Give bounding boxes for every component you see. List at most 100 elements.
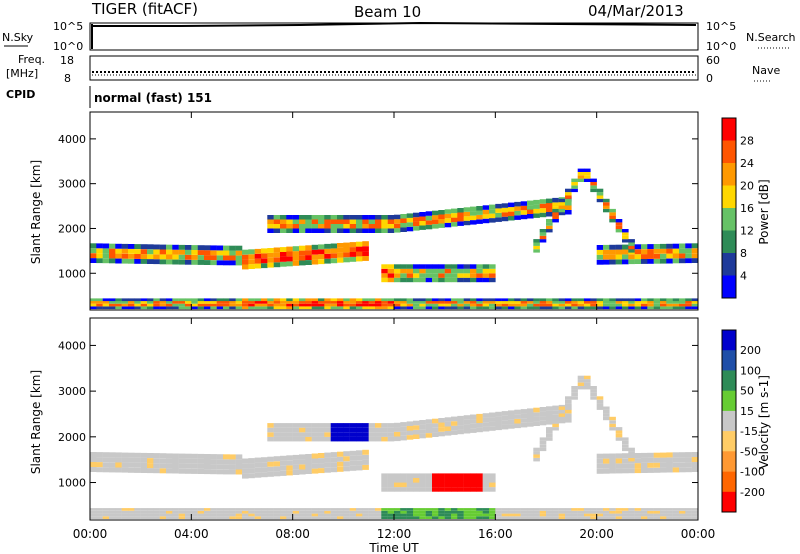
- velocity-cell-378: [343, 510, 350, 514]
- power-cell-419: [368, 215, 376, 220]
- velocity-cell-314: [311, 427, 319, 433]
- velocity-cell-116: [178, 516, 186, 519]
- power-cell-315: [311, 215, 319, 220]
- velocity-cell-403: [356, 508, 363, 511]
- power-cell-845: [615, 303, 623, 307]
- velocity-colorbar-segment-6: [722, 451, 736, 472]
- power-cell-553: [444, 218, 452, 223]
- power-cell-93: [159, 303, 167, 307]
- power-cell-323: [318, 244, 325, 250]
- power-cell-930: [679, 248, 686, 254]
- velocity-cell-908: [660, 516, 667, 519]
- power-cell-884: [641, 306, 648, 310]
- power-cell-630: [482, 268, 490, 274]
- power-cell-888: [647, 258, 654, 264]
- velocity-cell-709: [539, 416, 547, 421]
- power-cell-171: [223, 245, 230, 251]
- power-cell-289: [299, 224, 306, 229]
- power-cell-620: [476, 306, 483, 310]
- velocity-cell-297: [305, 464, 312, 469]
- velocity-cell-414: [362, 510, 369, 514]
- power-cell-155: [210, 245, 217, 251]
- power-cell-442: [381, 301, 388, 304]
- power-cell-681: [520, 210, 528, 215]
- power-cell-346: [330, 248, 338, 254]
- power-cell-427: [375, 215, 382, 220]
- power-cell-39: [115, 298, 122, 302]
- power-cell-873: [634, 254, 642, 260]
- power-cell-121: [185, 254, 192, 260]
- power-cell-111: [172, 298, 179, 302]
- power-cell-650: [495, 208, 502, 213]
- power-cell-669: [508, 303, 515, 307]
- power-cell-871: [628, 298, 635, 302]
- velocity-cell-511: [419, 473, 426, 478]
- power-cell-75: [147, 244, 154, 250]
- power-cell-836: [615, 259, 623, 265]
- power-cell-618: [476, 268, 483, 274]
- velocity-cell-705: [533, 513, 540, 517]
- power-cell-207: [248, 298, 255, 302]
- velocity-cell-817: [603, 413, 610, 417]
- velocity-cell-248: [280, 470, 287, 476]
- power-cell-306: [305, 301, 312, 304]
- velocity-cell-513: [419, 513, 426, 517]
- velocity-cell-936: [685, 467, 692, 473]
- velocity-cell-899: [653, 452, 661, 458]
- velocity-cell-923: [672, 452, 680, 458]
- velocity-cell-804: [596, 406, 604, 410]
- velocity-cell-416: [368, 436, 376, 442]
- power-cell-470: [400, 218, 407, 223]
- velocity-cell-371: [343, 451, 350, 457]
- velocity-cell-106: [172, 458, 179, 464]
- power-cell-287: [299, 245, 306, 251]
- power-cell-793: [590, 185, 597, 189]
- power-cell-262: [286, 251, 293, 257]
- velocity-cell-697: [533, 416, 540, 422]
- power-cell-47: [121, 298, 129, 302]
- velocity-cell-704: [533, 516, 540, 519]
- velocity-cell-698: [533, 412, 540, 417]
- velocity-cell-68: [140, 516, 148, 519]
- velocity-cell-791: [584, 508, 591, 511]
- power-cell-824: [609, 259, 616, 265]
- power-cell-332: [324, 258, 331, 264]
- velocity-cell-744: [558, 418, 566, 424]
- velocity-cell-891: [647, 452, 654, 458]
- power-cell-932: [679, 306, 686, 310]
- velocity-cell-278: [292, 427, 300, 433]
- power-cell-914: [666, 248, 673, 254]
- velocity-cell-388: [349, 516, 357, 519]
- power-cell-693: [527, 303, 534, 307]
- velocity-cell-700: [533, 458, 540, 462]
- power-cell-772: [571, 306, 578, 310]
- power-cell-600: [470, 220, 477, 225]
- power-cell-461: [394, 273, 401, 278]
- power-cell-387: [349, 215, 357, 220]
- power-cell-837: [615, 254, 623, 260]
- power-cell-758: [565, 201, 572, 206]
- power-cell-14: [96, 301, 103, 304]
- velocity-cell-168: [223, 469, 230, 475]
- velocity-cell-783: [577, 508, 585, 511]
- power-cell-187: [235, 245, 243, 251]
- velocity-cell-407: [362, 449, 369, 455]
- velocity-cell-784: [584, 386, 591, 390]
- power-cell-905: [660, 253, 667, 259]
- velocity-cell-72: [147, 468, 154, 474]
- power-cell-554: [444, 213, 452, 219]
- power-cell-549: [438, 303, 445, 307]
- power-cell-91: [159, 244, 167, 250]
- velocity-cell-741: [552, 513, 559, 517]
- power-cell-736: [552, 219, 559, 223]
- power-cell-222: [261, 301, 268, 304]
- power-cell-687: [520, 298, 528, 302]
- power-cell-7: [90, 298, 97, 302]
- velocity-cell-938: [685, 457, 692, 463]
- velocity-cell-74: [147, 458, 154, 464]
- power-cell-260: [286, 261, 293, 267]
- power-cell-233: [267, 303, 274, 307]
- power-cell-846: [615, 301, 623, 304]
- velocity-cell-233: [267, 513, 274, 517]
- velocity-cell-823: [603, 508, 610, 511]
